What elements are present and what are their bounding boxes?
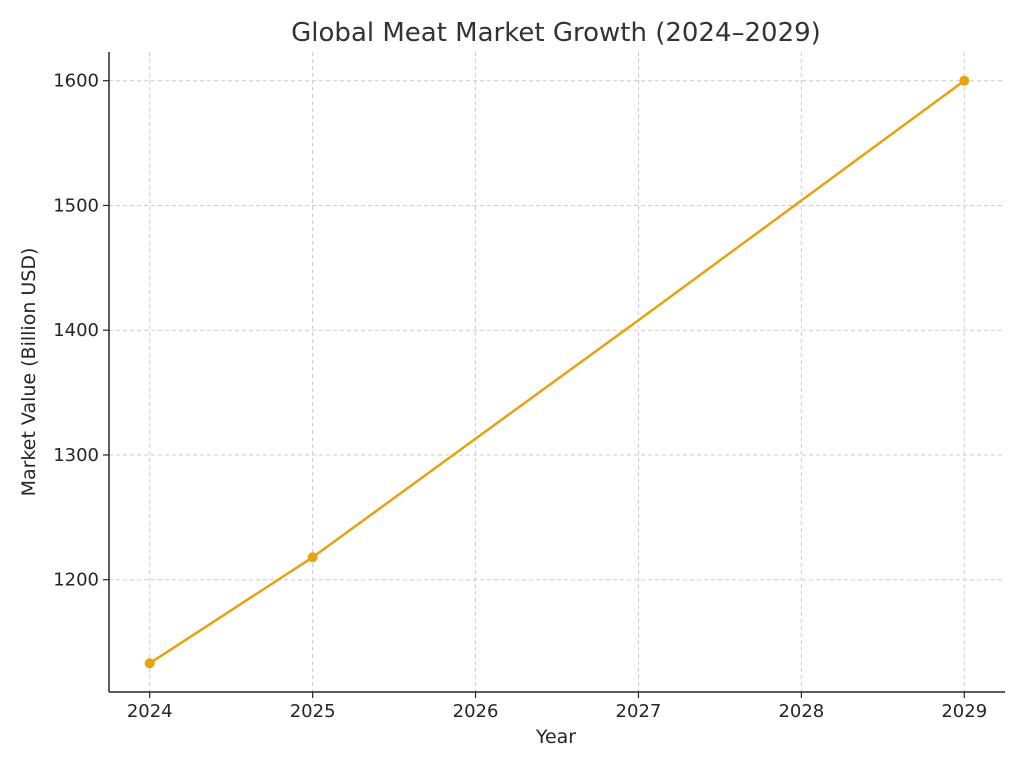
grid-layer [109, 52, 1005, 692]
y-tick-label: 1300 [53, 445, 99, 466]
axes-layer [108, 52, 1005, 693]
x-tick-label: 2027 [616, 701, 662, 722]
x-tick-label: 2028 [778, 701, 824, 722]
x-tick-label: 2029 [941, 701, 987, 722]
x-tick-label: 2026 [453, 701, 499, 722]
x-tick-label: 2024 [127, 701, 173, 722]
y-tick-label: 1500 [53, 195, 99, 216]
y-tick-label: 1600 [53, 71, 99, 92]
y-tick-label: 1400 [53, 320, 99, 341]
series-layer [144, 75, 970, 669]
data-point [307, 552, 318, 563]
x-tick-label: 2025 [290, 701, 336, 722]
data-point [959, 75, 970, 86]
series-line [148, 79, 966, 665]
x-axis-label: Year [535, 726, 576, 748]
y-axis-label: Market Value (Billion USD) [18, 248, 40, 497]
data-point [144, 658, 155, 669]
chart-title: Global Meat Market Growth (2024–2029) [291, 18, 821, 48]
ticks-layer: 2024 2025 2026 2027 2028 2029 1200 1300 1400 1500… [53, 71, 987, 722]
y-tick-label: 1200 [53, 570, 99, 591]
